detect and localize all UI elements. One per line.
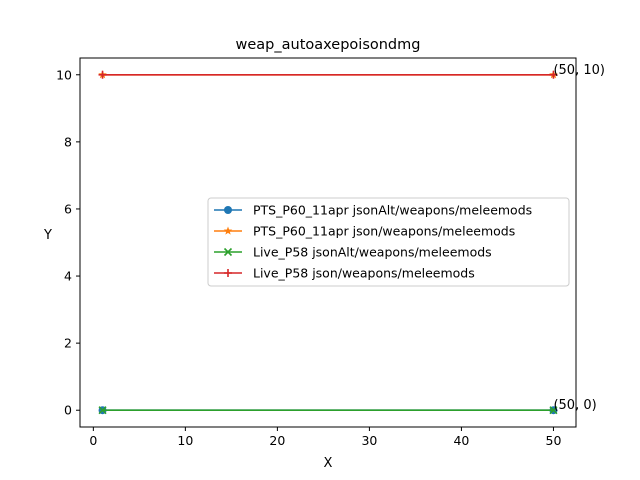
point-annotation: (50, 10) — [553, 63, 605, 78]
y-tick-label: 0 — [64, 403, 72, 418]
axes-frame — [79, 57, 577, 428]
legend-marker-plus — [224, 269, 232, 277]
y-tick-label: 6 — [64, 201, 72, 216]
legend-marker-x — [223, 247, 233, 257]
legend-marker-star — [223, 226, 233, 235]
series-layer — [98, 70, 558, 415]
y-axis: 0 2 4 6 8 10 — [56, 67, 80, 418]
legend-entry: PTS_P60_11apr json/weapons/meleemods — [214, 224, 515, 239]
legend-entry: Live_P58 json/weapons/meleemods — [214, 266, 475, 281]
x-tick-label: 50 — [546, 433, 562, 448]
legend-entry: Live_P58 jsonAlt/weapons/meleemods — [214, 245, 492, 260]
x-tick-label: 30 — [361, 433, 377, 448]
data-point-x — [549, 406, 558, 415]
x-axis-label: X — [324, 456, 333, 471]
legend-entry: PTS_P60_11apr jsonAlt/weapons/meleemods — [214, 203, 532, 218]
y-axis-label: Y — [43, 228, 52, 243]
series-4 — [98, 70, 558, 79]
legend-label: PTS_P60_11apr json/weapons/meleemods — [253, 224, 515, 239]
series-3 — [98, 406, 558, 415]
annotation-layer: (50, 10) (50, 0) — [553, 63, 605, 413]
data-point-plus — [98, 70, 107, 79]
legend-marker-circle — [224, 206, 232, 214]
x-tick-label: 40 — [453, 433, 469, 448]
data-point-x — [98, 406, 107, 415]
y-tick-label: 8 — [64, 134, 72, 149]
x-tick-label: 0 — [89, 433, 97, 448]
legend: PTS_P60_11apr jsonAlt/weapons/meleemods P… — [207, 197, 570, 287]
legend-frame — [207, 197, 570, 287]
y-tick-label: 10 — [56, 67, 72, 82]
chart-title: weap_autoaxepoisondmg — [236, 37, 421, 53]
y-tick-label: 4 — [64, 269, 72, 284]
data-point-plus — [549, 70, 558, 79]
x-tick-label: 20 — [269, 433, 285, 448]
legend-label: PTS_P60_11apr jsonAlt/weapons/meleemods — [253, 203, 532, 218]
legend-label: Live_P58 json/weapons/meleemods — [253, 266, 475, 281]
legend-label: Live_P58 jsonAlt/weapons/meleemods — [253, 245, 492, 260]
point-annotation: (50, 0) — [553, 398, 596, 413]
x-axis: 0 10 20 30 40 50 — [89, 427, 561, 448]
y-tick-label: 2 — [64, 336, 72, 351]
x-tick-label: 10 — [177, 433, 193, 448]
